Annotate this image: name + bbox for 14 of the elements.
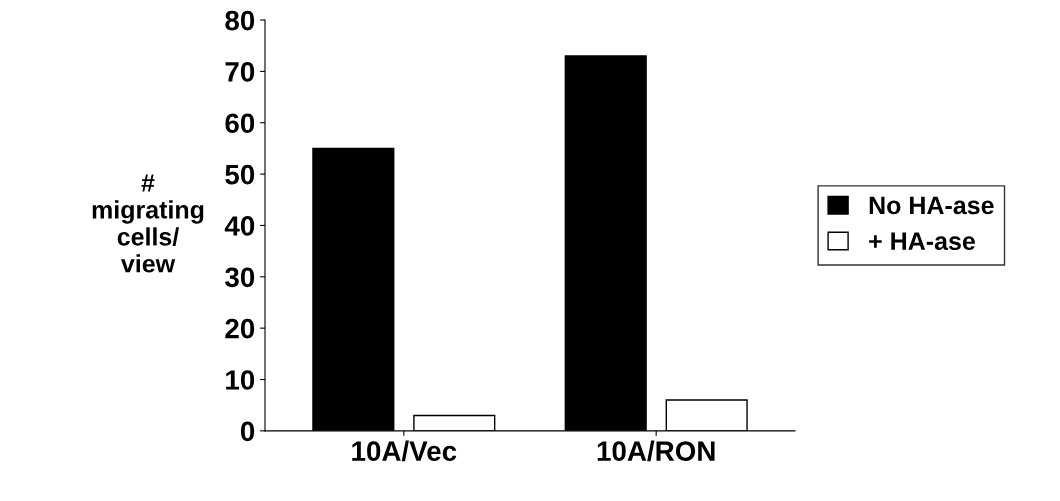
y-tick-label: 60: [225, 113, 255, 134]
y-tick-label: 20: [225, 318, 255, 339]
y-tick-label: 30: [225, 267, 255, 288]
x-tick-label: 10A/Vec: [352, 440, 457, 462]
legend-label: No HA-ase: [869, 196, 994, 215]
x-tick-label: 10A/RON: [597, 440, 715, 462]
y-tick-label: 10: [226, 370, 255, 390]
legend-label: + HA-ase: [869, 232, 975, 251]
y-tick-label: 80: [225, 10, 255, 31]
y-tick-label: 0: [240, 421, 255, 442]
y-tick-label: 40: [224, 216, 255, 236]
y-axis-title: # migrating cells/ view: [92, 174, 204, 273]
y-tick-label: 70: [225, 62, 255, 82]
y-tick-label: 50: [225, 164, 255, 185]
